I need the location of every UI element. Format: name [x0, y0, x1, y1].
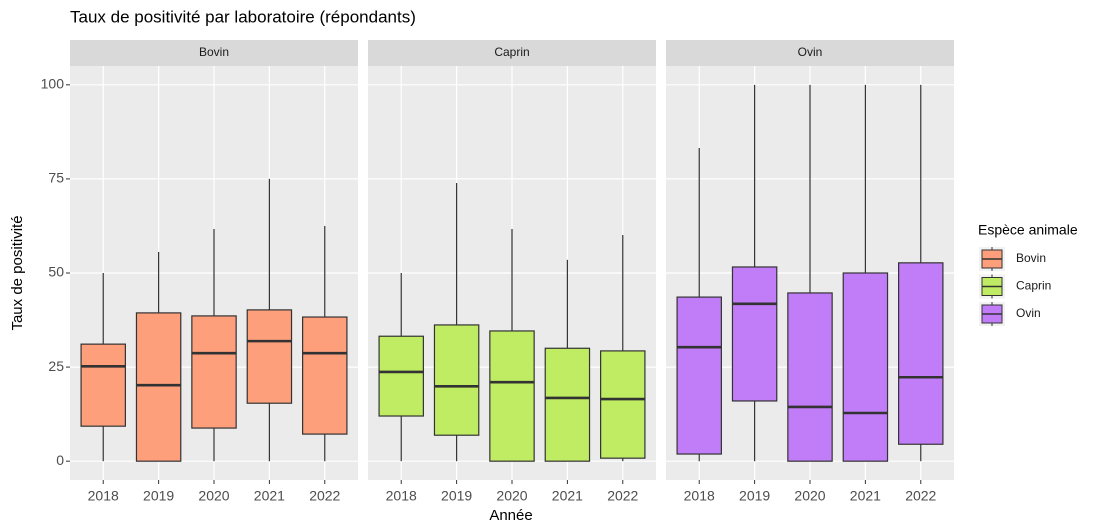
strip [70, 40, 358, 66]
box [433, 324, 480, 436]
x-tick-label: 2020 [794, 488, 825, 504]
box [302, 316, 348, 435]
y-tick-label: 25 [48, 358, 64, 374]
y-tick-label: 75 [48, 170, 64, 186]
y-tick-label: 0 [56, 452, 64, 468]
y-tick-label: 50 [48, 264, 64, 280]
box [191, 315, 237, 429]
y-axis-label: Taux de positivité [9, 215, 26, 330]
legend-title: Espèce animale [978, 222, 1078, 238]
box [898, 262, 944, 445]
x-tick-label: 2020 [198, 488, 229, 504]
y-tick-label: 100 [41, 76, 65, 92]
box [80, 343, 126, 427]
box [731, 266, 778, 402]
x-tick-label: 2018 [386, 488, 417, 504]
box [544, 347, 591, 462]
x-axis-label: Année [489, 507, 532, 524]
box [135, 312, 182, 462]
x-tick-label: 2022 [905, 488, 936, 504]
x-tick-label: 2019 [739, 488, 770, 504]
x-tick-label: 2019 [441, 488, 472, 504]
legend-label: Ovin [1016, 306, 1041, 320]
box [378, 335, 424, 417]
box [787, 292, 833, 462]
x-tick-label: 2018 [88, 488, 119, 504]
box [676, 296, 722, 455]
box [246, 309, 293, 404]
x-tick-label: 2019 [143, 488, 174, 504]
strip-label: Bovin [199, 45, 229, 59]
strip [368, 40, 656, 66]
x-tick-label: 2020 [496, 488, 527, 504]
x-tick-label: 2021 [254, 488, 285, 504]
x-tick-label: 2021 [552, 488, 583, 504]
x-tick-label: 2022 [607, 488, 638, 504]
legend-label: Bovin [1016, 251, 1046, 265]
box [600, 350, 646, 459]
strip-label: Ovin [798, 45, 823, 59]
box [842, 272, 889, 462]
box [489, 330, 535, 462]
chart-title: Taux de positivité par laboratoire (répo… [70, 7, 416, 26]
x-tick-label: 2022 [309, 488, 340, 504]
strip-label: Caprin [494, 45, 529, 59]
legend-label: Caprin [1016, 279, 1051, 293]
strip [666, 40, 954, 66]
x-tick-label: 2018 [684, 488, 715, 504]
x-tick-label: 2021 [850, 488, 881, 504]
